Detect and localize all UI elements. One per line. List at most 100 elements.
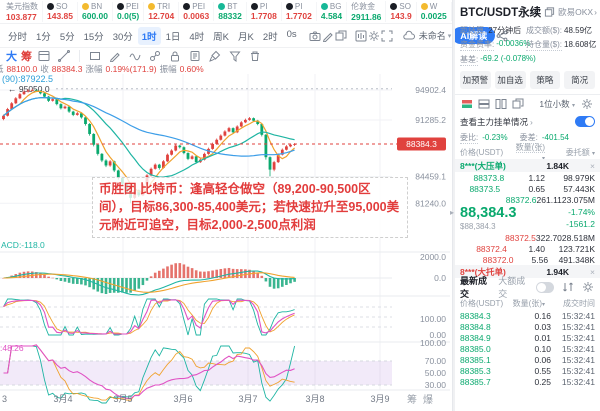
ticker-BT[interactable]: BT 88332 [214,2,247,21]
ohlc-part: 振幅 [159,64,177,74]
timeframe-30分[interactable]: 30分 [112,31,133,43]
brush-icon[interactable] [207,48,223,64]
link-tool-icon[interactable] [147,48,163,64]
trades-settings-icon[interactable] [581,279,595,295]
trendline-icon[interactable] [56,48,72,64]
ticker-PEI[interactable]: PEI 0.0(5) [113,2,145,21]
ticker-PI[interactable]: PI 1.7702 [282,2,317,21]
bid-row[interactable]: 88372.0 5.56 491.348K [482,254,595,265]
ticker-W[interactable]: W 0.0025 [417,2,452,21]
chart-settings-icon[interactable] [368,28,380,44]
action-button-加预警[interactable]: 加预警 [460,71,491,89]
ticker-BG[interactable]: BG 4.584 [317,2,348,21]
timeframe-5分[interactable]: 5分 [59,31,75,43]
timeframe-15分[interactable]: 15分 [83,31,104,43]
copy-icon[interactable] [544,7,555,18]
action-button-简况[interactable]: 简况 [564,71,595,89]
svg-text:3: 3 [2,394,7,404]
timeframe-周K[interactable]: 周K [213,31,229,43]
fullscreen-icon[interactable] [381,28,393,44]
trade-row[interactable]: 88384.8 0.03 15:32:41 [460,321,595,332]
divider [455,94,600,95]
book-settings-icon[interactable] [579,96,595,112]
timeframe-1分[interactable]: 1分 [36,31,51,43]
trade-row[interactable]: 88385.1 0.06 15:32:41 [460,354,595,365]
candlestick-chart[interactable]: ← 95050.0 88384.3 94902.4 91285.2 84459.1 812… [0,74,452,411]
ticker-PI[interactable]: PI 1.7708 [247,2,282,21]
note-icon[interactable] [187,48,203,64]
workspace-menu[interactable]: 未命名 ▾ [401,28,451,44]
chip-tool[interactable]: 筹 [21,51,32,63]
big-bid-row[interactable]: 8***(大托单) 1.94K × [455,265,600,278]
trade-row[interactable]: 88385.0 0.10 15:32:41 [460,343,595,354]
exchange-logo-icon [390,3,398,10]
share-icon[interactable] [496,28,508,44]
amount-sort[interactable]: 委托额 ▾ [565,147,595,157]
main-orders-row: 查看主力挂单情况 › [455,113,600,130]
ticker-SO[interactable]: SO 143.9 [386,2,417,21]
ticker-BN[interactable]: BN 600.00 [78,2,113,21]
trade-row[interactable]: 88385.3 0.55 15:32:41 [460,365,595,376]
chart-style-icon[interactable] [355,28,367,44]
last-price-block: 88,384.3 $88,384.3 -1.74% -1561.2 [455,205,600,232]
bid-row[interactable]: 88372.5 322.70 28.518M [505,232,595,243]
bid-row[interactable]: 88372.4 1.40 123.721K [476,243,595,254]
timeframe-月K[interactable]: 月K [238,31,254,43]
exchange-link[interactable]: 欧易OKX› [558,7,597,17]
action-button-策略[interactable]: 策略 [529,71,561,89]
last-price-usd: $88,384.3 [460,221,496,231]
book-layout-asks-icon[interactable] [477,96,490,112]
tab-latest-trades[interactable]: 最新成交 [460,276,488,299]
svg-text:91285.2: 91285.2 [415,115,446,125]
timeframe-bar: 分时 1分 5分 15分 30分 1时 1日 4时 周K 月K 2时 0s 未命名 ▾ AI解读 [0,24,508,48]
timeframe-1时[interactable]: 1时 [137,26,161,45]
timeframe-4时[interactable]: 4时 [189,31,205,43]
draw-icon[interactable] [322,28,334,44]
ask-row[interactable]: 88373.5 0.65 57.443K [469,183,595,194]
book-layout-bids-icon[interactable] [494,96,507,112]
action-button-加自选[interactable]: 加自选 [494,71,526,89]
book-layout-split-icon[interactable] [511,96,524,112]
filter-icon[interactable] [227,48,243,64]
rect-tool-icon[interactable] [87,48,103,64]
panel-icon[interactable] [36,48,52,64]
trade-row[interactable]: 88384.3 0.16 15:32:41 [460,310,595,321]
delete-drawings-icon[interactable] [247,48,263,64]
ticker-美元指数[interactable]: 美元指数 103.877 [2,1,43,22]
zoom-tool[interactable]: 大 [6,51,17,63]
timeframe-分时[interactable]: 分时 [8,31,28,43]
compare-icon[interactable] [335,28,347,44]
trade-row[interactable]: 88385.7 0.25 15:32:41 [460,376,595,387]
sort-icon[interactable] [560,279,574,295]
ask-row[interactable]: 88372.6 261.11 23.075M [505,194,595,205]
lock-icon[interactable] [167,48,183,64]
trade-row[interactable]: 88384.9 0.01 15:32:41 [460,332,595,343]
analyst-annotation[interactable]: 币胜团 比特币：逢高轻仓做空（89,200-90,500区间），目标86,300… [92,177,408,239]
exchange-logo-icon [82,3,89,10]
precision-select[interactable]: 1位小数 ▾ [539,99,575,109]
svg-text:30.00: 30.00 [425,380,447,390]
main-orders-toggle[interactable] [575,116,595,127]
book-layout-both-icon[interactable] [460,96,473,112]
panel-divider[interactable]: ▸ [450,0,455,411]
close-icon[interactable]: × [590,160,595,171]
svg-text:爆: 爆 [423,394,433,406]
trades-toggle[interactable] [536,281,555,293]
ticker-伦敦金[interactable]: 伦敦金 2911.86 [347,1,387,22]
timeframe-1日[interactable]: 1日 [165,31,181,43]
close-icon[interactable]: × [590,266,595,277]
trade-qty-sort[interactable]: 数量(张)▾ [512,298,545,308]
ai-analysis-button[interactable]: AI解读 [452,27,496,44]
big-ask-row[interactable]: 8***(大压单) 1.84K × [455,159,600,172]
ask-row[interactable]: 88373.8 1.12 98.979K [473,172,596,183]
ticker-PEI[interactable]: PEI 0.0063 [179,2,215,21]
timeframe-2时[interactable]: 2时 [262,31,278,43]
screenshot-icon[interactable] [309,28,321,44]
exchange-logo-icon [117,3,124,10]
pencil-tool-icon[interactable] [107,48,123,64]
tab-large-trades[interactable]: 大额成交 [498,276,526,299]
ticker-TRI[interactable]: TRI 12.704 [144,2,180,21]
wave-tool-icon[interactable] [127,48,143,64]
ticker-SO[interactable]: SO 143.85 [43,2,78,21]
timeframe-0s[interactable]: 0s [286,28,297,40]
